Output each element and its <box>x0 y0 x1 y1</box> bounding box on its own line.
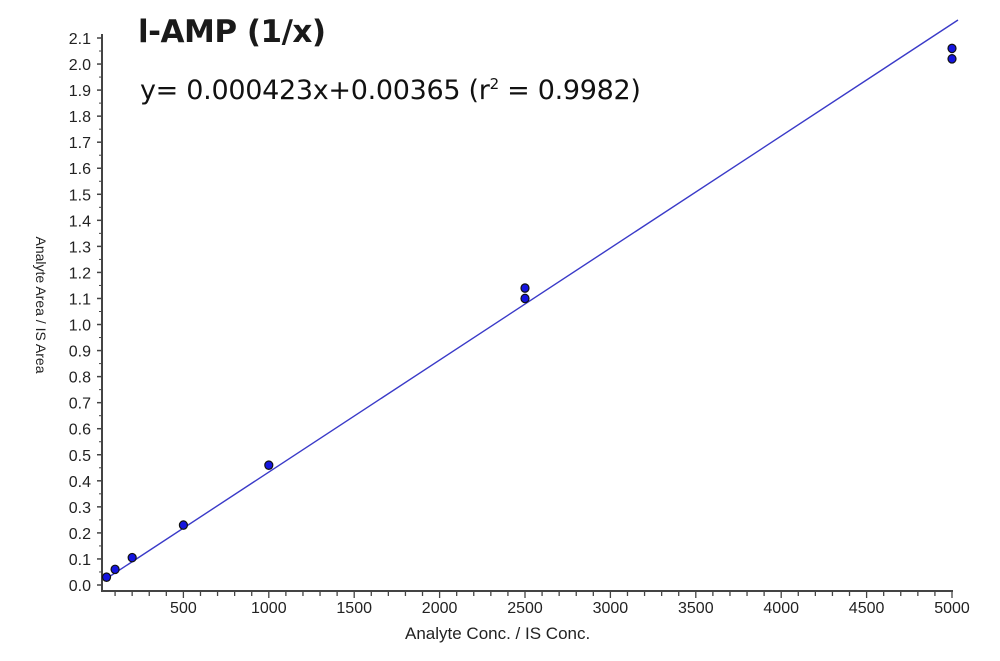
x-tick-label: 4500 <box>849 600 885 617</box>
y-tick-label: 2.1 <box>69 31 91 48</box>
y-tick-label: 2.0 <box>69 57 91 74</box>
data-point <box>264 460 274 470</box>
y-tick-label: 0.5 <box>69 448 91 465</box>
data-point <box>947 54 957 64</box>
data-point <box>101 572 112 582</box>
y-tick-label: 1.4 <box>69 213 91 230</box>
y-tick-label: 1.8 <box>69 109 91 126</box>
data-point <box>127 552 137 563</box>
data-point <box>178 520 188 530</box>
y-tick-label: 0.9 <box>69 344 91 361</box>
y-axis: 0.0 0.1 0.2 0.3 0.4 0.5 0.6 0.7 0.8 0.9 1.0 1.1 1.2 1… <box>69 31 103 595</box>
y-tick-label: 1.7 <box>69 135 91 152</box>
regression-equation: y= 0.000423x+0.00365 (r2 = 0.9982) <box>140 75 641 106</box>
data-point <box>947 43 957 54</box>
x-tick-label: 1500 <box>336 600 372 617</box>
x-tick-label: 4000 <box>763 600 799 617</box>
y-tick-label: 1.9 <box>69 83 91 100</box>
y-tick-label: 1.2 <box>69 265 91 282</box>
y-tick-label: 0.6 <box>69 422 91 439</box>
data-point <box>520 293 530 304</box>
x-axis-label: Analyte Conc. / IS Conc. <box>405 624 591 643</box>
y-tick-label: 1.6 <box>69 161 91 178</box>
y-axis-label: Analyte Area / IS Area <box>33 236 49 374</box>
x-tick-label: 1000 <box>251 600 287 617</box>
y-tick-label: 1.1 <box>69 291 91 308</box>
regression-line <box>104 19 959 581</box>
x-tick-label: 2500 <box>507 600 543 617</box>
y-tick-label: 1.3 <box>69 239 91 256</box>
x-axis: 500 1000 1500 2000 2500 3000 3500 4000 4500 5000 <box>102 590 970 617</box>
x-tick-label: 2000 <box>422 600 458 617</box>
data-points <box>101 43 957 582</box>
y-tick-label: 0.8 <box>69 370 91 387</box>
y-tick-label: 0.2 <box>69 526 91 543</box>
equation-prefix: y= 0.000423x+0.00365 (r <box>140 75 490 106</box>
y-tick-label: 0.0 <box>69 578 91 595</box>
data-point <box>520 283 530 293</box>
equation-superscript: 2 <box>489 75 500 93</box>
x-tick-label: 500 <box>170 600 197 617</box>
y-tick-label: 0.7 <box>69 396 91 413</box>
y-tick-label: 0.3 <box>69 500 91 517</box>
x-tick-label: 3000 <box>593 600 629 617</box>
equation-suffix: = 0.9982) <box>498 75 641 106</box>
data-point <box>110 564 120 575</box>
y-tick-label: 1.5 <box>69 187 91 204</box>
y-tick-label: 0.4 <box>69 474 91 491</box>
y-tick-label: 0.1 <box>69 552 91 569</box>
x-tick-label: 5000 <box>934 600 970 617</box>
y-tick-label: 1.0 <box>69 318 91 335</box>
chart-title: l-AMP (1/x) <box>138 14 326 50</box>
x-tick-label: 3500 <box>678 600 714 617</box>
